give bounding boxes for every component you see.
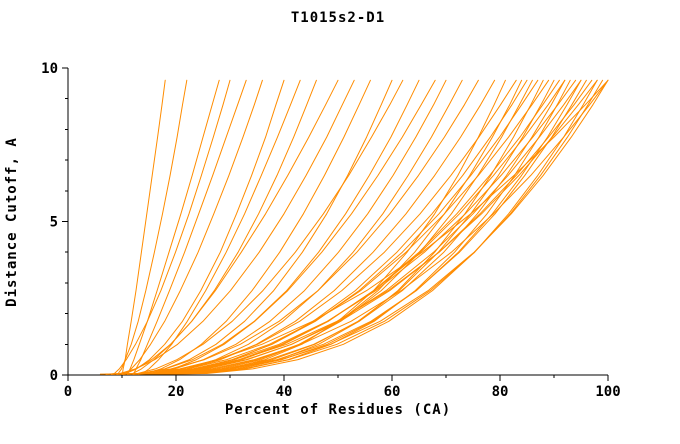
model-curve — [126, 79, 582, 375]
x-tick-label: 20 — [168, 384, 185, 400]
model-curve — [105, 79, 355, 375]
model-curve — [132, 79, 544, 375]
model-curve — [126, 79, 339, 375]
model-curve — [116, 79, 447, 375]
axes: 0 20 40 60 80 100 0 5 10 — [41, 61, 621, 400]
model-curve — [116, 79, 188, 375]
model-curve — [116, 79, 555, 375]
x-axis-label: Percent of Residues (CA) — [225, 402, 451, 418]
model-curve — [126, 79, 609, 375]
y-axis-label: Distance Cutoff, A — [4, 137, 20, 307]
model-curve — [110, 79, 517, 375]
model-curve — [105, 79, 479, 375]
model-curve — [110, 79, 317, 375]
model-curve — [105, 79, 587, 375]
series-lines — [99, 79, 609, 375]
model-curve — [110, 79, 550, 375]
model-curve — [116, 79, 393, 375]
model-curve — [132, 79, 506, 375]
model-curve — [132, 79, 371, 375]
x-tick-label: 80 — [492, 384, 509, 400]
model-curve — [137, 79, 436, 375]
model-curve — [116, 79, 523, 375]
model-curve — [110, 79, 231, 375]
x-tick-label: 60 — [384, 384, 401, 400]
model-curve — [132, 79, 247, 375]
y-tick-label: 5 — [50, 215, 58, 231]
model-curve — [121, 79, 609, 375]
model-curve — [116, 79, 285, 375]
model-curve — [116, 79, 582, 375]
model-curve — [110, 79, 598, 375]
model-curve — [99, 79, 609, 375]
model-curve — [121, 79, 593, 375]
model-curve — [121, 79, 404, 375]
model-curve — [121, 79, 263, 375]
model-curve — [121, 79, 166, 375]
chart-title: T1015s2-D1 — [291, 10, 385, 26]
model-curve — [132, 79, 598, 375]
y-tick-label: 0 — [50, 368, 58, 384]
x-tick-label: 40 — [276, 384, 293, 400]
x-tick-label: 100 — [595, 384, 620, 400]
model-curve — [137, 79, 301, 375]
model-curve — [132, 79, 571, 375]
model-curve — [126, 79, 220, 375]
y-tick-label: 10 — [41, 61, 58, 77]
model-curve — [105, 79, 533, 375]
model-curve — [110, 79, 420, 375]
model-curve — [121, 79, 566, 375]
x-tick-label: 0 — [64, 384, 72, 400]
model-curve — [116, 79, 604, 375]
model-curve — [105, 79, 566, 375]
